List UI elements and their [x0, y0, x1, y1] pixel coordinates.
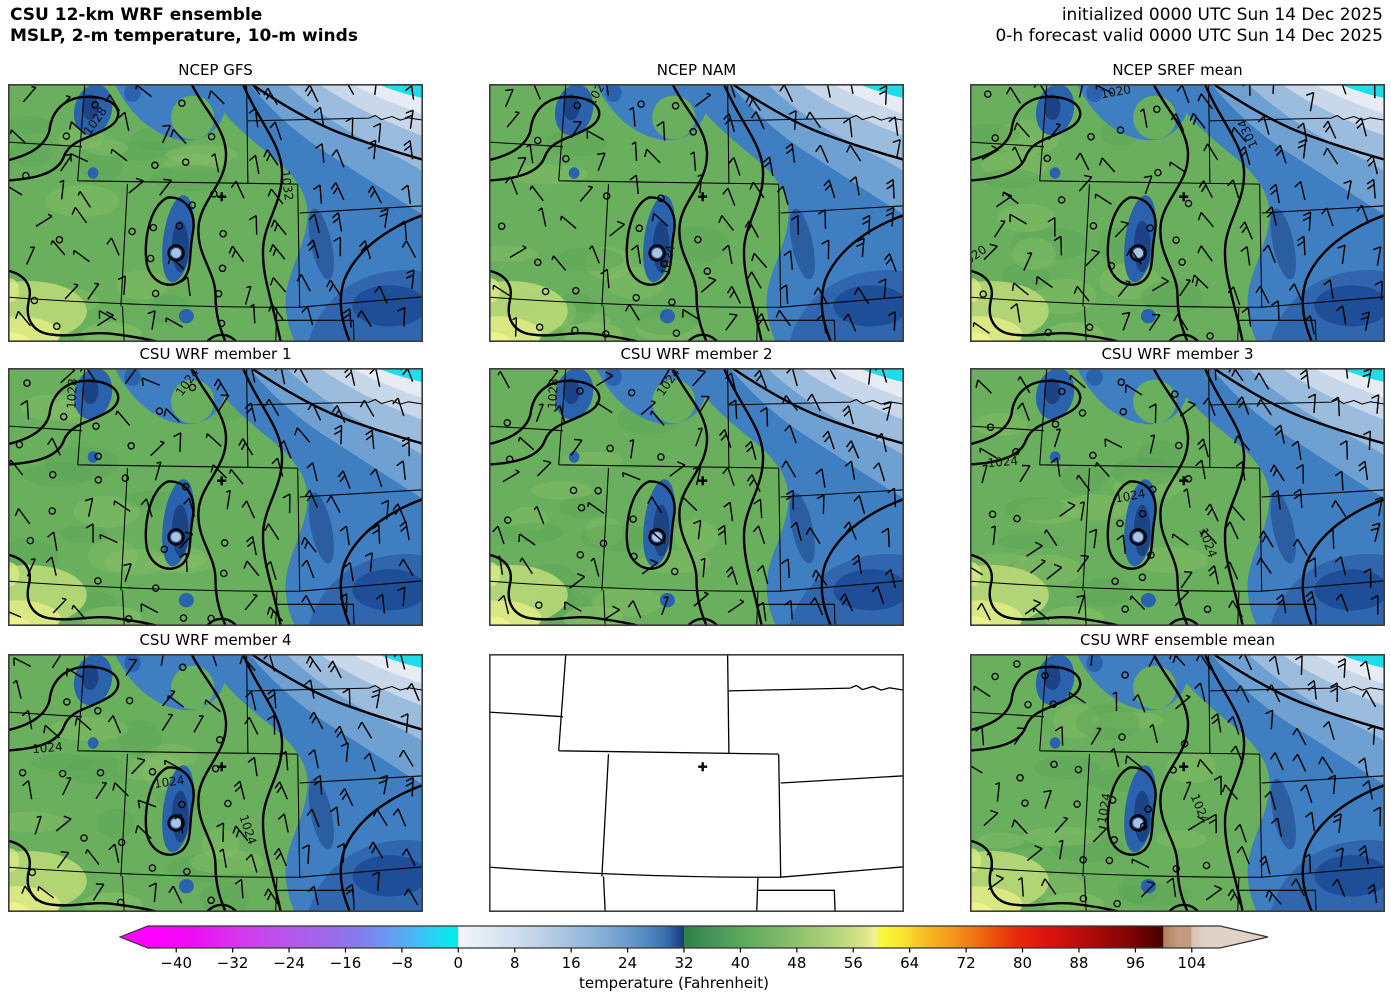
pressure-label: 1028 — [545, 378, 561, 409]
colorbar-outline — [118, 925, 1269, 949]
location-marker — [1179, 192, 1189, 202]
init-time-text: initialized 0000 UTC Sun 14 Dec 2025 — [1061, 5, 1383, 25]
panel-frame — [8, 368, 423, 626]
colorbar-tick-label: 0 — [454, 954, 464, 972]
temperature-colorbar: −40 −32 −24 −16 −8 0 8 16 24 32 40 48 56 64 72 80 88 96 10… — [118, 925, 1269, 992]
colorbar-tick-label: 56 — [844, 954, 863, 972]
colorbar-tick-label: 96 — [1126, 954, 1145, 972]
wind-barbs — [970, 368, 1384, 621]
panel-title-csu-wrf-member-1: CSU WRF member 1 — [139, 345, 292, 363]
panel-frame — [970, 368, 1385, 626]
location-marker — [698, 762, 708, 772]
location-marker — [1179, 476, 1189, 486]
pressure-label: 1024 — [153, 773, 185, 791]
colorbar-tick-label: −24 — [273, 954, 305, 972]
pressure-label: 1020 — [1100, 84, 1133, 101]
panel-title-csu-wrf-member-2: CSU WRF member 2 — [620, 345, 773, 363]
state-borders — [489, 654, 904, 912]
panel-frame — [489, 84, 904, 342]
mslp-contours — [489, 368, 904, 626]
colorbar-tick-label: 32 — [674, 954, 693, 972]
location-marker — [217, 762, 227, 772]
colorbar-tick-label: −8 — [391, 954, 413, 972]
pressure-label: 1028 — [64, 378, 80, 409]
temperature-field — [970, 654, 1385, 912]
mslp-contours — [970, 654, 1385, 912]
colorbar-tick-label: 72 — [957, 954, 976, 972]
colorbar-tick-label: 48 — [787, 954, 806, 972]
colorbar-right-arrow — [1220, 926, 1268, 948]
colorbar-tick-label: 40 — [731, 954, 750, 972]
wind-barbs — [970, 654, 1382, 908]
panel-frame — [970, 84, 1385, 342]
colorbar-tick-label: 104 — [1177, 954, 1206, 972]
location-marker — [1179, 762, 1189, 772]
map-panel-csu-wrf-ensemble-mean: 1024 1024 — [970, 654, 1385, 912]
colorbar-left-arrow — [120, 926, 148, 948]
figure-title-line2: MSLP, 2-m temperature, 10-m winds — [10, 26, 358, 47]
mslp-contours — [8, 368, 423, 626]
valid-time-text: 0-h forecast valid 0000 UTC Sun 14 Dec 2… — [995, 26, 1383, 47]
panel-frame — [489, 368, 904, 626]
location-marker — [217, 476, 227, 486]
wind-barbs — [972, 84, 1383, 340]
wind-barbs — [8, 84, 417, 331]
panel-frame — [489, 654, 904, 912]
pressure-label: 1024 — [1095, 792, 1114, 825]
location-marker — [698, 476, 708, 486]
panel-title-ncep-nam: NCEP NAM — [656, 61, 737, 79]
mslp-contours — [489, 84, 904, 342]
map-panel-csu-wrf-member-2: 1028 1024 — [489, 368, 904, 626]
colorbar-tick-label: −16 — [330, 954, 362, 972]
location-marker — [698, 192, 708, 202]
colorbar-tick-label: 88 — [1069, 954, 1088, 972]
panel-title-csu-wrf-member-4: CSU WRF member 4 — [139, 631, 292, 649]
init-info: initialized 0000 UTC Sun 14 Dec 2025 0-h… — [995, 5, 1383, 48]
pressure-label: 1024 — [32, 740, 64, 757]
wind-barbs — [492, 84, 901, 338]
colorbar-gradient — [148, 926, 1220, 948]
wind-barbs — [8, 368, 414, 623]
panel-title-ncep-gfs: NCEP GFS — [178, 61, 253, 79]
map-panel-csu-wrf-member-1: 1028 1024 — [8, 368, 423, 626]
colorbar-tick-label: 64 — [900, 954, 919, 972]
map-panel-blank-map — [489, 654, 904, 912]
colorbar-tick-label: −32 — [217, 954, 249, 972]
figure-title: CSU 12-km WRF ensemble MSLP, 2-m tempera… — [10, 5, 358, 48]
colorbar-tick-label: 24 — [618, 954, 637, 972]
panel-frame — [8, 84, 423, 342]
pressure-label: 1024 — [987, 454, 1019, 471]
colorbar-tick-label: 8 — [510, 954, 520, 972]
colorbar-tick-label: 16 — [562, 954, 581, 972]
panel-title-ncep-sref-mean: NCEP SREF mean — [1112, 61, 1243, 79]
wind-barbs — [12, 654, 420, 907]
colorbar-tick-label: −40 — [160, 954, 192, 972]
colorbar-axis-label: temperature (Fahrenheit) — [579, 974, 769, 992]
pressure-label: 1024 — [659, 244, 678, 277]
location-marker — [217, 192, 227, 202]
colorbar-tick-label: 80 — [1013, 954, 1032, 972]
colorbar-ticks: −40 −32 −24 −16 −8 0 8 16 24 32 40 48 56 64 72 80 88 96 10… — [160, 948, 1206, 972]
panel-title-csu-wrf-member-3: CSU WRF member 3 — [1101, 345, 1254, 363]
wind-barbs — [492, 368, 897, 622]
panel-frame — [970, 654, 1385, 912]
figure-title-line1: CSU 12-km WRF ensemble — [10, 5, 263, 25]
panel-frame — [8, 654, 423, 912]
panel-title-csu-wrf-ensemble-mean: CSU WRF ensemble mean — [1079, 631, 1275, 649]
pressure-label: 1024 — [1114, 487, 1147, 506]
pressure-label: 1032 — [278, 169, 296, 201]
